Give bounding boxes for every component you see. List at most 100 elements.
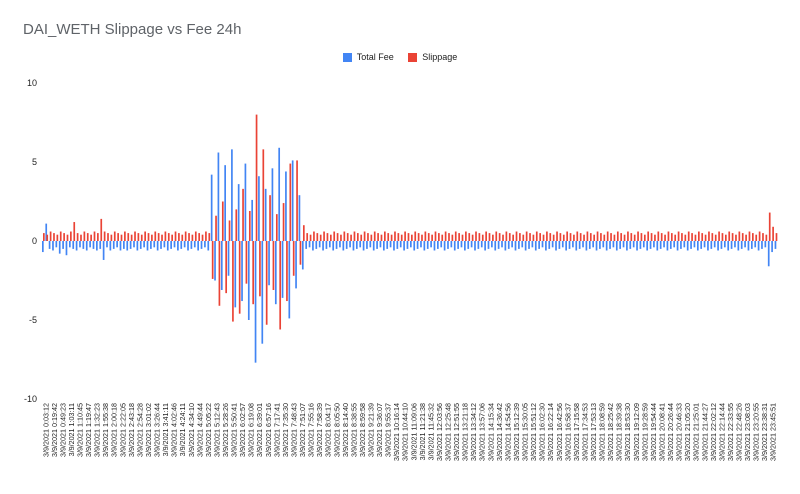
bar-total-fee — [730, 241, 733, 249]
bar-total-fee — [200, 241, 203, 249]
bar-total-fee — [359, 241, 362, 248]
bar-total-fee — [183, 241, 186, 248]
bar-total-fee — [612, 241, 615, 248]
bar-slippage — [184, 231, 187, 241]
bar-slippage — [498, 233, 501, 241]
bar-slippage — [596, 231, 599, 241]
x-tick-label: 3/9/2021 0:49:23 — [58, 403, 67, 457]
bar-slippage — [448, 233, 450, 241]
bar-slippage — [768, 212, 771, 241]
x-tick-label: 3/9/2021 8:14:40 — [341, 403, 350, 457]
bar-slippage — [620, 233, 623, 241]
bar-slippage — [167, 233, 170, 241]
bar-total-fee — [82, 241, 85, 249]
x-tick-label: 3/9/2021 20:46:33 — [675, 403, 684, 461]
bar-slippage — [616, 231, 619, 241]
bar-total-fee — [504, 241, 507, 251]
bar-slippage — [660, 233, 663, 241]
bar-total-fee — [487, 241, 490, 249]
bar-slippage — [444, 231, 447, 241]
bar-slippage — [286, 241, 288, 302]
bar-slippage — [718, 231, 720, 241]
bar-slippage — [272, 241, 275, 290]
bar-slippage — [313, 231, 315, 241]
bar-slippage — [633, 234, 636, 241]
bar-total-fee — [710, 241, 713, 249]
bar-slippage — [289, 163, 292, 241]
bar-total-fee — [247, 241, 250, 320]
x-tick-label: 3/9/2021 4:02:46 — [170, 403, 179, 457]
bar-total-fee — [170, 241, 172, 249]
x-tick-label: 3/9/2021 4:34:10 — [187, 403, 196, 457]
bar-slippage — [377, 233, 379, 241]
bar-slippage — [735, 234, 737, 241]
bar-total-fee — [166, 241, 169, 251]
bar-slippage — [228, 220, 231, 241]
bar-total-fee — [764, 241, 767, 248]
bar-slippage — [492, 234, 494, 241]
x-tick-label: 3/9/2021 16:02:30 — [538, 403, 547, 461]
x-tick-label: 3/9/2021 1:03:11 — [67, 403, 76, 456]
bar-slippage — [248, 210, 251, 241]
bar-slippage — [140, 234, 143, 241]
bar-total-fee — [339, 241, 341, 248]
bar-total-fee — [460, 241, 463, 248]
bar-slippage — [390, 234, 393, 241]
bar-total-fee — [345, 241, 348, 249]
bar-total-fee — [416, 241, 419, 249]
bar-slippage — [181, 234, 184, 241]
bar-slippage — [296, 160, 298, 241]
bar-slippage — [299, 241, 302, 265]
bar-total-fee — [693, 241, 696, 248]
bar-total-fee — [403, 241, 405, 251]
bar-slippage — [346, 233, 349, 241]
bar-total-fee — [396, 241, 399, 249]
x-tick-label: 3/9/2021 16:58:37 — [563, 403, 572, 461]
bar-slippage — [66, 234, 69, 241]
legend-item-total-fee[interactable]: Total Fee — [342, 52, 394, 62]
bar-total-fee — [369, 241, 372, 248]
bar-total-fee — [372, 241, 375, 251]
bar-slippage — [333, 231, 336, 241]
bar-total-fee — [355, 241, 358, 249]
bar-total-fee — [264, 188, 267, 241]
bar-slippage — [765, 234, 768, 241]
bar-total-fee — [298, 195, 301, 241]
bar-slippage — [431, 234, 433, 241]
bar-slippage — [650, 233, 653, 241]
bar-slippage — [252, 241, 255, 305]
bar-total-fee — [224, 165, 226, 241]
bar-total-fee — [146, 241, 149, 251]
bar-slippage — [461, 234, 464, 241]
bar-slippage — [319, 234, 322, 241]
bar-slippage — [262, 149, 265, 241]
bar-slippage — [107, 233, 109, 241]
x-tick-label: 3/9/2021 23:38:31 — [760, 403, 769, 461]
bar-total-fee — [69, 241, 71, 248]
bar-slippage — [681, 233, 683, 241]
bar-total-fee — [136, 241, 139, 251]
bar-total-fee — [484, 241, 486, 251]
bar-slippage — [441, 234, 444, 241]
bar-slippage — [458, 233, 460, 241]
bar-slippage — [151, 234, 153, 241]
bar-slippage — [643, 234, 646, 241]
bar-total-fee — [420, 241, 422, 248]
x-tick-label: 3/9/2021 1:32:23 — [93, 403, 102, 457]
x-tick-label: 3/9/2021 8:38:55 — [349, 403, 358, 457]
legend-item-slippage[interactable]: Slippage — [408, 52, 457, 62]
bar-slippage — [606, 231, 609, 241]
bar-slippage — [471, 234, 474, 241]
bar-slippage — [120, 234, 123, 241]
x-tick-label: 3/9/2021 6:39:01 — [255, 403, 264, 457]
bar-slippage — [191, 234, 194, 241]
bar-total-fee — [322, 241, 324, 251]
bar-slippage — [542, 234, 545, 241]
x-tick-label: 3/9/2021 4:49:44 — [195, 403, 204, 457]
bar-slippage — [404, 231, 406, 241]
bar-slippage — [174, 231, 177, 241]
bar-slippage — [556, 231, 558, 241]
bar-total-fee — [153, 241, 156, 248]
bar-slippage — [775, 233, 778, 241]
bar-slippage — [336, 233, 339, 241]
